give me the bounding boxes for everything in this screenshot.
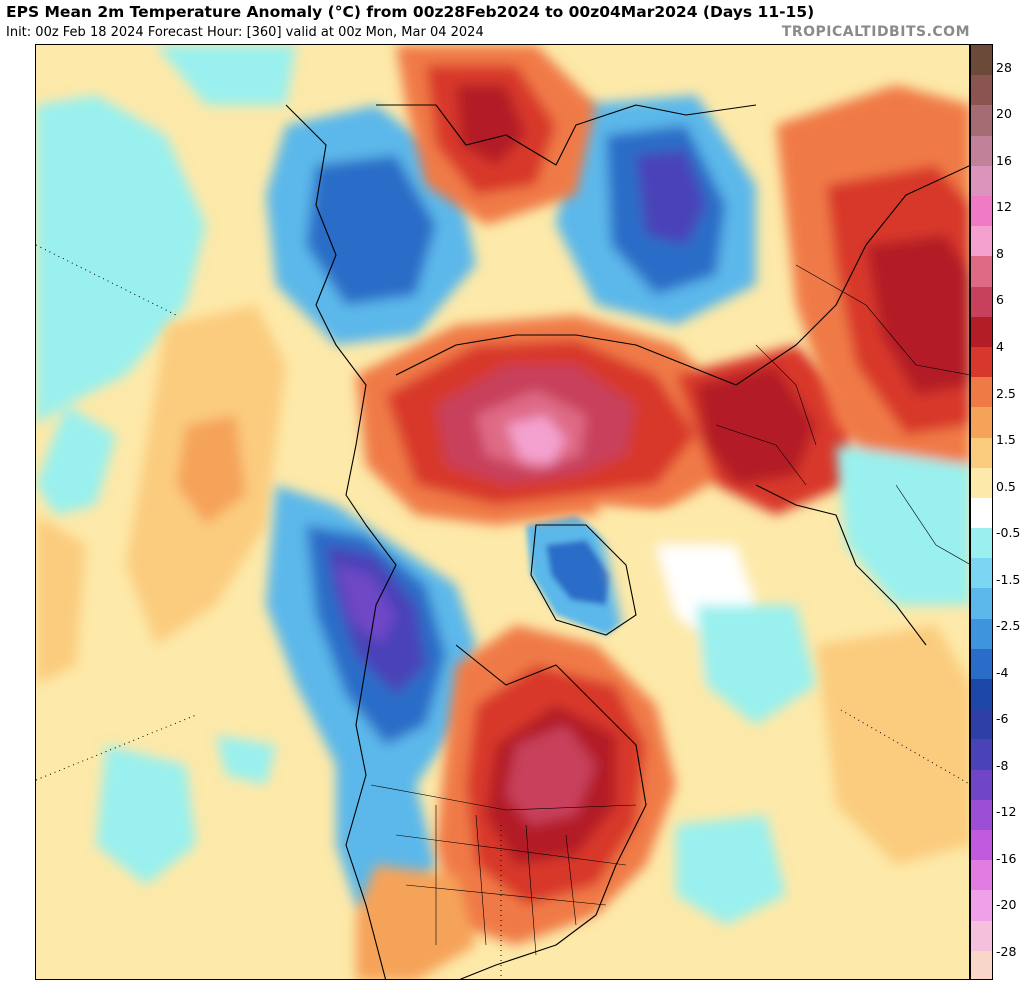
colorbar-label: 20 [996,106,1012,121]
colorbar-segment [971,830,992,861]
colorbar-labels: 28 20 16 12 8 6 4 2.5 1.5 0.5 -0.5 -1.5 -2.5 -4 -6 -8 -1… [993,44,1024,980]
colorbar-label: 1.5 [996,432,1016,447]
colorbar-segment [971,679,992,710]
colorbar-segment [971,799,992,831]
colorbar-label: 16 [996,153,1012,168]
neutral-anomaly-north-atlantic [596,505,816,725]
colorbar-segment [971,860,992,891]
colorbar-segment [971,75,992,106]
warm-anomaly-pacific [36,305,969,865]
colorbar-segment [971,346,992,378]
cool-anomaly-pacific [36,45,786,925]
cold-anomaly-western-north-america [266,485,476,925]
colorbar-segment [971,467,992,499]
colorbar-label: 2.5 [996,386,1016,401]
colorbar-segment [971,377,992,408]
colorbar [970,44,993,980]
colorbar-label: 28 [996,60,1012,75]
colorbar-label: -20 [996,897,1017,912]
colorbar-label: -6 [996,711,1009,726]
anomaly-map-svg [36,45,969,979]
colorbar-segment [971,105,992,137]
colorbar-label: -16 [996,851,1017,866]
colorbar-label: 8 [996,246,1004,261]
anomaly-map [35,44,970,980]
brand-watermark: TROPICALTIDBITS.COM [781,24,970,40]
colorbar-label: 4 [996,339,1004,354]
colorbar-label: -8 [996,758,1009,773]
colorbar-label: -1.5 [996,572,1021,587]
colorbar-label: -2.5 [996,618,1021,633]
colorbar-segment [971,165,992,197]
colorbar-label: -12 [996,804,1017,819]
colorbar-segment [971,618,992,650]
colorbar-segment [971,709,992,740]
colorbar-segment [971,588,992,620]
colorbar-segment [971,769,992,801]
warm-anomaly-europe [396,45,596,225]
colorbar-segment [971,286,992,318]
colorbar-label: -28 [996,944,1017,959]
colorbar-segment [971,920,992,952]
colorbar-segment [971,648,992,680]
colorbar-segment [971,45,992,76]
colorbar-segment [971,739,992,771]
colorbar-segment [971,437,992,469]
colorbar-label: -4 [996,665,1009,680]
colorbar-segment [971,497,992,529]
colorbar-segment [971,316,992,348]
warm-anomaly-east-asia [776,85,969,605]
colorbar-segment [971,950,992,979]
colorbar-segment [971,558,992,589]
colorbar-segment [971,135,992,167]
colorbar-segment [971,256,992,288]
grid-lines [36,244,969,979]
colorbar-label: 0.5 [996,479,1016,494]
map-title: EPS Mean 2m Temperature Anomaly (°C) fro… [6,3,815,21]
colorbar-segment [971,195,992,227]
colorbar-label: 6 [996,292,1004,307]
map-subtitle: Init: 00z Feb 18 2024 Forecast Hour: [36… [6,25,484,40]
colorbar-segment [971,528,992,559]
borders [370,264,969,956]
colorbar-label: 12 [996,199,1012,214]
warm-anomaly-arctic [356,315,856,525]
colorbar-segment [971,890,992,922]
colorbar-label: -0.5 [996,525,1021,540]
colorbar-segment [971,407,992,438]
colorbar-segment [971,226,992,257]
